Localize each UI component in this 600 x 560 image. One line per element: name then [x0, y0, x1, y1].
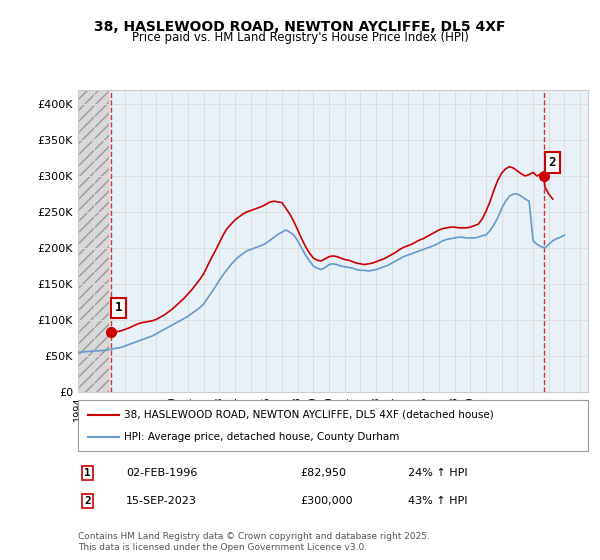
Text: 2: 2	[84, 496, 91, 506]
Text: 1: 1	[84, 468, 91, 478]
Text: 38, HASLEWOOD ROAD, NEWTON AYCLIFFE, DL5 4XF: 38, HASLEWOOD ROAD, NEWTON AYCLIFFE, DL5…	[94, 20, 506, 34]
Text: £300,000: £300,000	[300, 496, 353, 506]
Text: 43% ↑ HPI: 43% ↑ HPI	[408, 496, 467, 506]
Bar	[78, 90, 109, 392]
Text: 38, HASLEWOOD ROAD, NEWTON AYCLIFFE, DL5 4XF (detached house): 38, HASLEWOOD ROAD, NEWTON AYCLIFFE, DL5…	[124, 409, 494, 419]
FancyBboxPatch shape	[78, 400, 588, 451]
Text: 2: 2	[548, 156, 556, 169]
Text: 15-SEP-2023: 15-SEP-2023	[126, 496, 197, 506]
Text: 1: 1	[115, 301, 122, 314]
Bar	[78, 90, 109, 392]
Text: Price paid vs. HM Land Registry's House Price Index (HPI): Price paid vs. HM Land Registry's House …	[131, 31, 469, 44]
Text: HPI: Average price, detached house, County Durham: HPI: Average price, detached house, Coun…	[124, 432, 399, 442]
Text: Contains HM Land Registry data © Crown copyright and database right 2025.
This d: Contains HM Land Registry data © Crown c…	[78, 532, 430, 552]
Text: £82,950: £82,950	[300, 468, 346, 478]
Text: 24% ↑ HPI: 24% ↑ HPI	[408, 468, 467, 478]
Text: 02-FEB-1996: 02-FEB-1996	[126, 468, 197, 478]
